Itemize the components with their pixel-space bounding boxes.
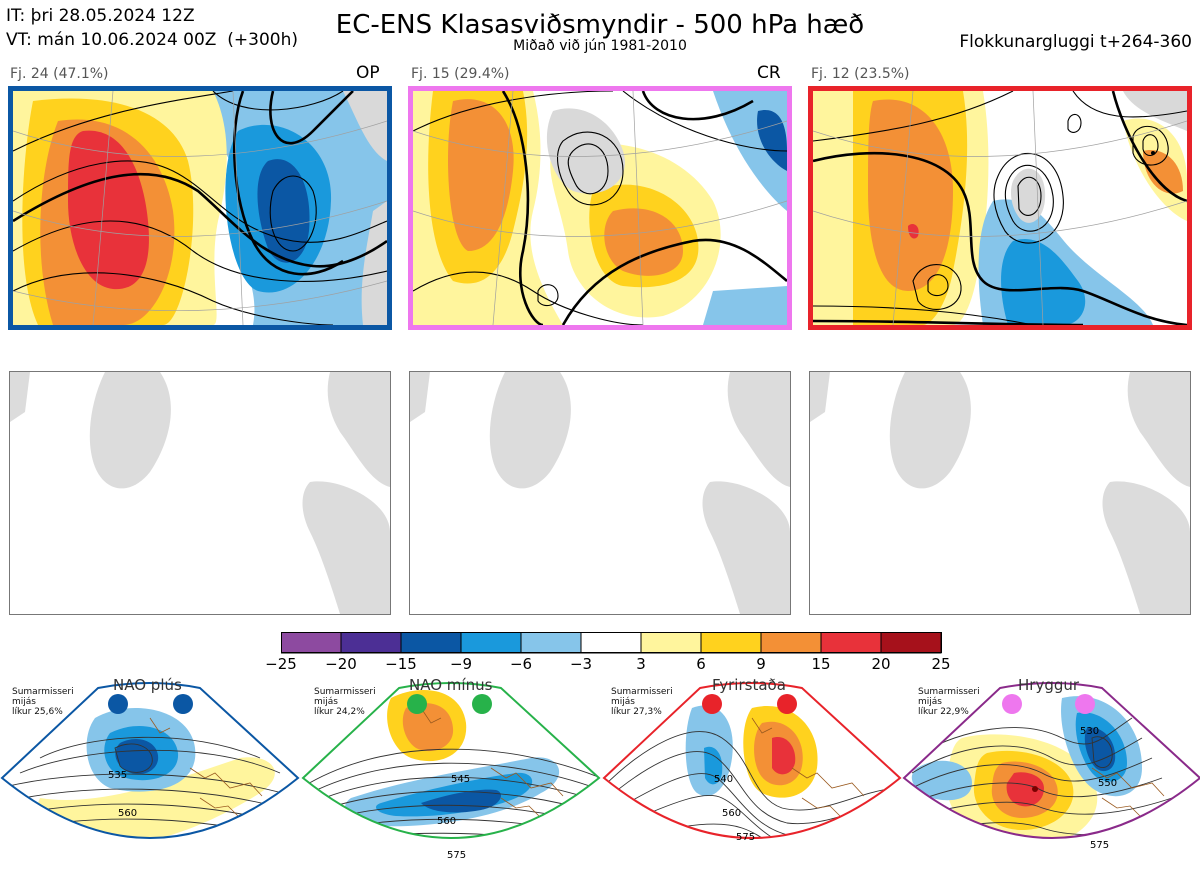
cluster-2-label: Fj. 15 (29.4%) [411, 66, 510, 82]
map-panel-empty-1 [9, 371, 391, 615]
colorbar-tick: 3 [636, 655, 646, 673]
colorbar-swatch [640, 632, 702, 654]
svg-text:575: 575 [447, 850, 466, 861]
colorbar-tick: 6 [696, 655, 706, 673]
colorbar-tick: −6 [509, 655, 533, 673]
svg-text:550: 550 [1098, 778, 1117, 789]
regime-ridge-map: 530 550 575 [902, 678, 1200, 873]
colorbar-swatch [340, 632, 402, 654]
regime-ridge-title: Hryggur [1018, 676, 1080, 694]
regime-dot-blocking-right [777, 694, 797, 714]
colorbar-tick: −3 [569, 655, 593, 673]
clustering-window: Flokkunargluggi t+264-360 [959, 32, 1192, 52]
colorbar-swatch [281, 632, 342, 654]
svg-text:560: 560 [722, 808, 741, 819]
regime-nao-plus-map: 535 560 [0, 678, 300, 873]
colorbar-swatch [760, 632, 822, 654]
colorbar-tick: 9 [756, 655, 766, 673]
regime-dot-nao-plus-right [173, 694, 193, 714]
regime-nao-minus-map: 545 560 575 [301, 678, 601, 873]
regime-dot-nao-minus-right [472, 694, 492, 714]
colorbar [281, 632, 942, 654]
svg-text:540: 540 [714, 774, 733, 785]
colorbar-swatch [520, 632, 582, 654]
cluster-3-label: Fj. 12 (23.5%) [811, 66, 910, 82]
valid-time: VT: mán 10.06.2024 00Z (+300h) [6, 30, 298, 50]
colorbar-tick: −9 [449, 655, 473, 673]
svg-text:530: 530 [1080, 726, 1099, 737]
regime-dot-nao-plus-left [108, 694, 128, 714]
cluster-2-map [408, 86, 792, 330]
colorbar-tick: 15 [811, 655, 831, 673]
cluster-3-map [808, 86, 1192, 330]
colorbar-tick: −20 [325, 655, 357, 673]
colorbar-swatch [700, 632, 762, 654]
regime-nao-plus-note: Sumarmisseri mijás líkur 25,6% [12, 687, 74, 717]
colorbar-tick: 20 [871, 655, 891, 673]
colorbar-swatch [580, 632, 642, 654]
page-title: EC-ENS Klasasviðsmyndir - 500 hPa hæð [335, 10, 865, 40]
regime-marker-dots [108, 694, 1095, 714]
regime-dot-blocking-left [702, 694, 722, 714]
svg-text:575: 575 [1090, 840, 1109, 851]
svg-text:545: 545 [451, 774, 470, 785]
colorbar-swatch [460, 632, 522, 654]
regime-nao-minus-note: Sumarmisseri mijás líkur 24,2% [314, 687, 376, 717]
svg-text:560: 560 [118, 808, 137, 819]
colorbar-swatch [400, 632, 462, 654]
colorbar-swatch [880, 632, 942, 654]
regime-blocking-title: Fyrirstaða [712, 676, 786, 694]
regime-dot-nao-minus-left [407, 694, 427, 714]
cluster-1-label: Fj. 24 (47.1%) [10, 66, 109, 82]
map-panel-empty-3 [809, 371, 1191, 615]
regime-blocking-note: Sumarmisseri mijás líkur 27,3% [611, 687, 673, 717]
colorbar-tick: −15 [385, 655, 417, 673]
map-panel-empty-2 [409, 371, 791, 615]
climate-reference: Miðað við jún 1981-2010 [513, 38, 687, 54]
regime-nao-minus-title: NAO mínus [409, 676, 493, 694]
cluster-1-tag: OP [356, 63, 380, 83]
cluster-1-map [8, 86, 392, 330]
regime-dot-ridge-right [1075, 694, 1095, 714]
regime-nao-plus-title: NAO plús [113, 676, 182, 694]
cluster-2-tag: CR [757, 63, 781, 83]
svg-text:560: 560 [437, 816, 456, 827]
regime-dot-ridge-left [1002, 694, 1022, 714]
svg-text:535: 535 [108, 770, 127, 781]
init-time: IT: þri 28.05.2024 12Z [6, 6, 195, 26]
colorbar-tick: −25 [265, 655, 297, 673]
colorbar-swatch [820, 632, 882, 654]
svg-text:575: 575 [736, 832, 755, 843]
colorbar-tick: 25 [931, 655, 951, 673]
regime-ridge-note: Sumarmisseri mijás líkur 22,9% [918, 687, 980, 717]
regime-blocking-map: 540 560 575 [602, 678, 902, 873]
